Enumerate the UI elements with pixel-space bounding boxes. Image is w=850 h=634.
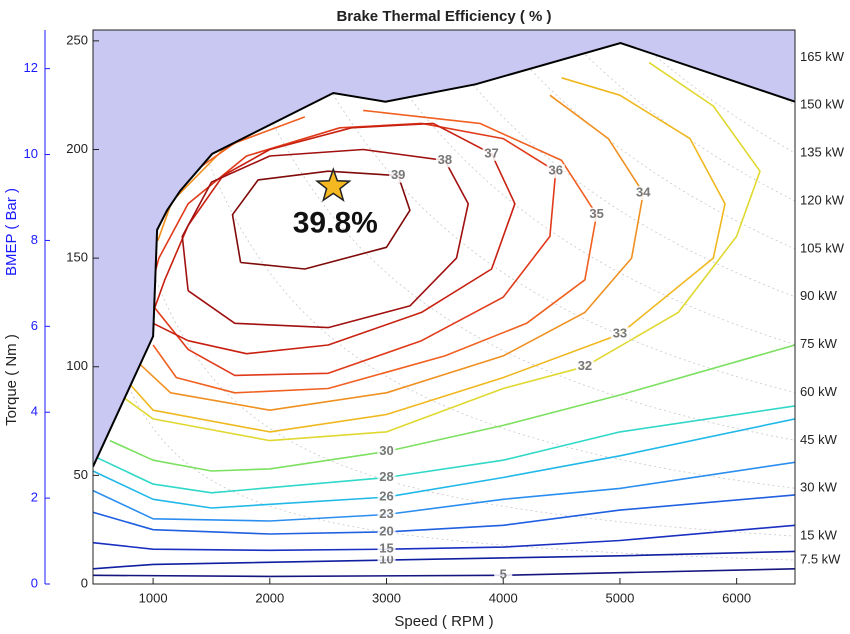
contour-label-bg (377, 507, 396, 522)
contour-label: 39 (391, 167, 405, 182)
y2-tick-label: 4 (31, 404, 38, 419)
contour-label: 5 (500, 567, 507, 582)
y-tick-label: 0 (81, 575, 88, 590)
x-tick-label: 2000 (255, 590, 284, 605)
power-label: 120 kW (800, 192, 845, 207)
y-tick-label: 250 (66, 32, 88, 47)
contour-label: 34 (636, 184, 651, 199)
y2-tick-label: 12 (24, 60, 38, 75)
max-torque-line (93, 41, 795, 468)
power-line (429, 30, 795, 298)
power-label: 90 kW (800, 288, 838, 303)
contour-label-bg (377, 470, 396, 485)
contour-label: 35 (589, 206, 603, 221)
max-efficiency-star (315, 167, 352, 202)
y2-axis-label: BMEP ( Bar ) (3, 188, 20, 276)
power-label: 165 kW (800, 49, 845, 64)
y2-tick-label: 10 (24, 146, 38, 161)
contour-label: 33 (613, 326, 627, 341)
contour-label-bg (377, 542, 396, 557)
contour-line (93, 461, 795, 522)
x-tick-label: 3000 (372, 590, 401, 605)
contour-label-bg (389, 168, 408, 183)
annotation: 39.8% (293, 206, 378, 239)
contour-label-bg (610, 327, 629, 342)
contour-label: 26 (379, 489, 393, 504)
power-line (363, 30, 795, 345)
power-label: 150 kW (800, 97, 845, 112)
x-tick-label: 1000 (139, 590, 168, 605)
power-label: 7.5 kW (800, 552, 841, 567)
y-tick-label: 150 (66, 250, 88, 265)
contour-line (181, 148, 469, 329)
x-axis-label: Speed ( RPM ) (394, 613, 493, 630)
contour-label-bg (634, 185, 653, 200)
y-axis-label: Torque ( Nm ) (3, 334, 20, 426)
power-label: 60 kW (800, 384, 838, 399)
contour-label: 28 (379, 469, 393, 484)
contour-label: 15 (379, 541, 393, 556)
power-label: 105 kW (800, 240, 845, 255)
contour-label-bg (377, 444, 396, 459)
contour-label-bg (546, 164, 565, 179)
power-label: 30 kW (800, 480, 838, 495)
unreachable-area (93, 30, 795, 467)
contour-label: 20 (379, 523, 393, 538)
contour-line (109, 344, 795, 472)
contour-label: 32 (578, 358, 592, 373)
power-label: 135 kW (800, 145, 845, 160)
contour-label-bg (377, 524, 396, 539)
y2-tick-label: 0 (31, 575, 38, 590)
contour-label: 36 (549, 163, 563, 178)
plot-frame (92, 29, 796, 585)
contour-line (152, 109, 598, 394)
contour-label-bg (575, 359, 594, 374)
y2-tick-label: 8 (31, 232, 38, 247)
contour-line (93, 418, 795, 509)
x-tick-label: 5000 (605, 590, 634, 605)
contour-line (93, 568, 795, 578)
x-tick-label: 4000 (489, 590, 518, 605)
y-tick-label: 100 (66, 358, 88, 373)
contour-label: 37 (484, 145, 498, 160)
power-line (93, 263, 795, 561)
contour-label-bg (587, 207, 606, 222)
contour-label-bg (435, 153, 454, 168)
power-line (167, 30, 795, 489)
x-tick-label: 6000 (722, 590, 751, 605)
contour-label: 38 (438, 152, 452, 167)
y2-tick-label: 2 (31, 490, 38, 505)
contour-label: 30 (379, 443, 393, 458)
power-label: 15 kW (800, 528, 838, 543)
power-label: 75 kW (800, 336, 838, 351)
contour-line (93, 550, 795, 570)
power-label: 45 kW (800, 432, 838, 447)
y2-tick-label: 6 (31, 318, 38, 333)
contour-label-bg (494, 568, 513, 583)
contour-label: 23 (379, 506, 393, 521)
contour-label-bg (482, 146, 501, 161)
chart-title: Brake Thermal Efficiency ( % ) (336, 8, 551, 25)
contour-label-bg (377, 490, 396, 505)
contour-label-bg (377, 553, 396, 568)
y-tick-label: 200 (66, 141, 88, 156)
y-tick-label: 50 (74, 467, 88, 482)
